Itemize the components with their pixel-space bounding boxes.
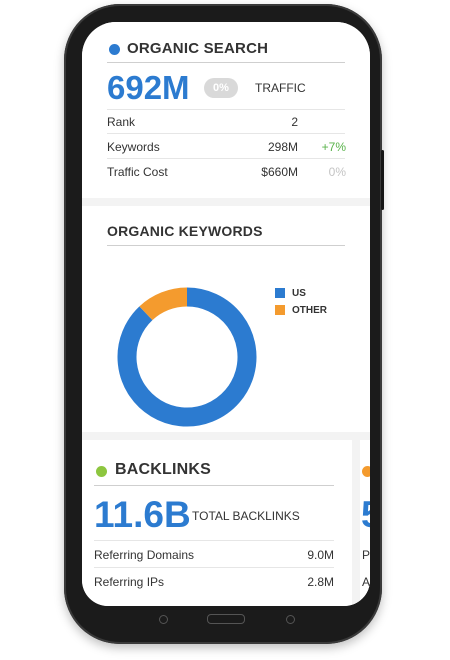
keywords-change: +7% — [321, 140, 346, 154]
referring-domains-label: Referring Domains — [94, 548, 195, 562]
home-nav-icon[interactable] — [207, 614, 245, 624]
traffic-cost-change: 0% — [328, 165, 346, 179]
row-rule-1 — [107, 133, 345, 134]
keywords-label: Keywords — [107, 140, 160, 154]
traffic-value: 692M — [107, 69, 190, 106]
traffic-cost-value: $660M — [261, 165, 298, 179]
donut-slice-other — [139, 287, 188, 321]
organic-search-card: ORGANIC SEARCH 692M 0% TRAFFIC Rank 2 Ke… — [82, 22, 370, 198]
referring-domains-value: 9.0M — [307, 548, 334, 562]
backlinks-rule-1 — [94, 540, 334, 541]
organic-search-title: ORGANIC SEARCH — [127, 40, 269, 57]
total-backlinks-label: TOTAL BACKLINKS — [192, 509, 300, 523]
keywords-donut-chart — [117, 287, 257, 427]
next-card-dot — [362, 466, 370, 477]
phone-screen: ORGANIC SEARCH 692M 0% TRAFFIC Rank 2 Ke… — [82, 22, 370, 606]
next-card-row1: P — [362, 548, 370, 562]
backlinks-rule-2 — [94, 567, 334, 568]
backlinks-title: BACKLINKS — [115, 461, 212, 478]
traffic-cost-label: Traffic Cost — [107, 165, 168, 179]
rank-value: 2 — [291, 115, 298, 129]
phone-side-button — [381, 150, 384, 210]
back-nav-icon[interactable] — [159, 615, 168, 624]
traffic-label: TRAFFIC — [255, 81, 306, 95]
backlinks-title-rule — [94, 485, 334, 486]
referring-ips-label: Referring IPs — [94, 575, 165, 589]
legend-us-swatch — [275, 288, 285, 298]
next-card-big-value: 5 — [361, 496, 370, 533]
organic-search-dot — [109, 44, 120, 55]
organic-keywords-card: ORGANIC KEYWORDS US OTHER — [82, 206, 370, 432]
organic-search-title-rule — [107, 62, 345, 63]
next-card-row2: A — [362, 575, 370, 589]
organic-keywords-title-rule — [107, 245, 345, 246]
legend-other-swatch — [275, 305, 285, 315]
legend-other-label: OTHER — [292, 305, 327, 316]
referring-ips-value: 2.8M — [307, 575, 334, 589]
backlinks-card: BACKLINKS 11.6B TOTAL BACKLINKS Referrin… — [82, 440, 370, 606]
traffic-change-badge: 0% — [204, 78, 238, 98]
next-card-peek: 5 P A — [352, 440, 370, 606]
donut-slice-us — [117, 287, 257, 427]
recents-nav-icon[interactable] — [286, 615, 295, 624]
total-backlinks-value: 11.6B — [94, 494, 191, 535]
keywords-value: 298M — [267, 140, 298, 154]
rank-label: Rank — [107, 115, 136, 129]
row-rule-2 — [107, 158, 345, 159]
backlinks-dot — [96, 466, 107, 477]
phone-nav-bar — [82, 606, 370, 634]
organic-keywords-title: ORGANIC KEYWORDS — [107, 223, 263, 239]
legend-us-label: US — [292, 288, 306, 299]
traffic-rule — [107, 109, 345, 110]
